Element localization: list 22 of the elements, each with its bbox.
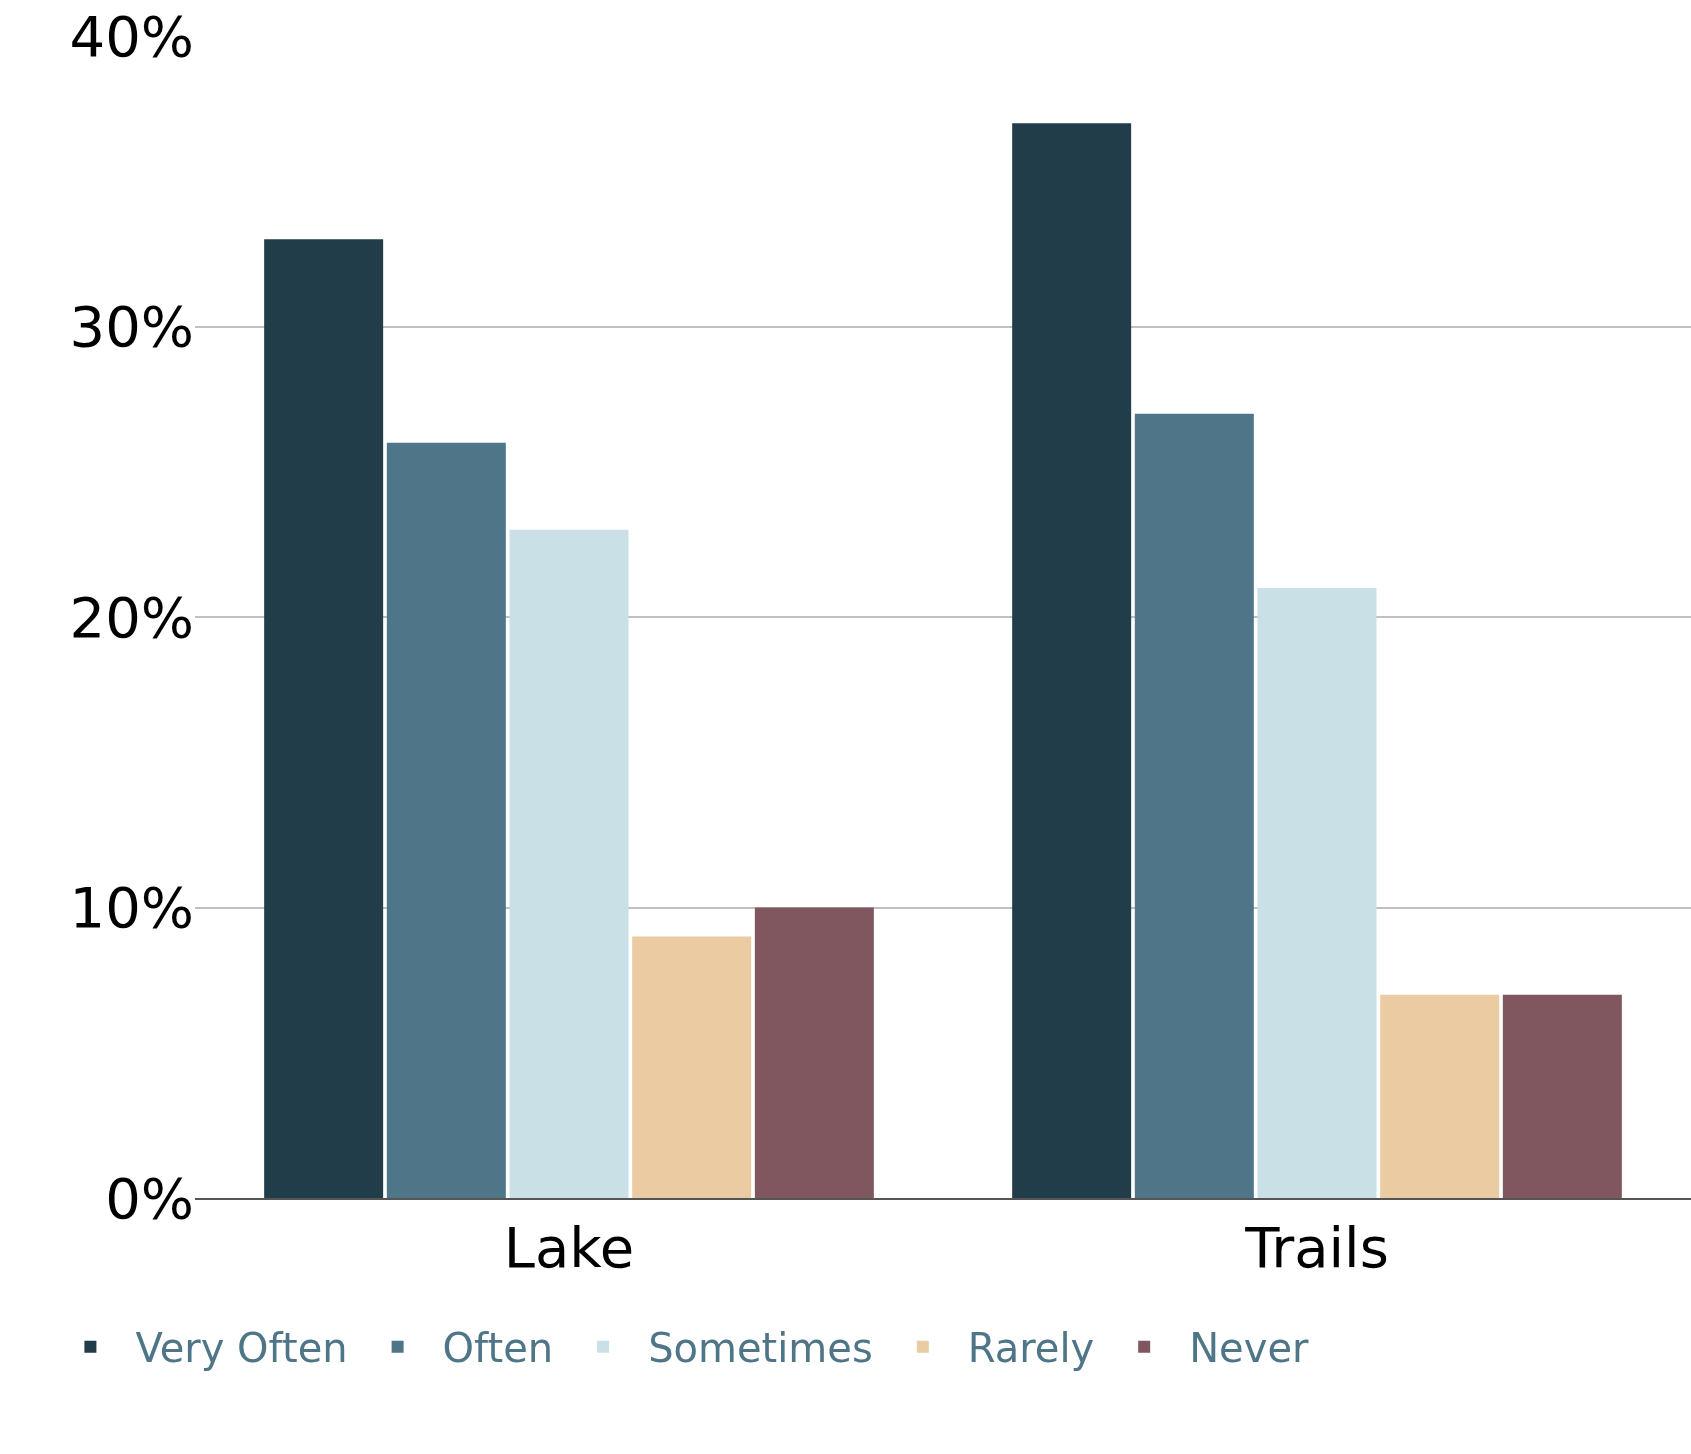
bar xyxy=(1012,123,1132,1198)
bar xyxy=(1502,994,1622,1198)
y-tick-label: 0% xyxy=(105,1165,194,1231)
bar xyxy=(386,442,506,1198)
y-tick-label: 30% xyxy=(69,294,194,360)
legend-label: Sometimes xyxy=(648,1325,873,1372)
bar xyxy=(1134,413,1254,1198)
bar xyxy=(1380,994,1500,1198)
legend-label: Very Often xyxy=(135,1325,348,1372)
legend-label: Rarely xyxy=(967,1325,1095,1372)
y-tick-label: 20% xyxy=(69,584,194,650)
bar xyxy=(1257,587,1377,1198)
y-tick-label: 40% xyxy=(69,3,194,69)
bar xyxy=(264,239,384,1198)
x-tick-label: Trails xyxy=(1244,1215,1389,1281)
legend-label: Never xyxy=(1189,1325,1309,1372)
x-tick-label: Lake xyxy=(503,1215,635,1281)
y-tick-label: 10% xyxy=(69,875,194,941)
bar xyxy=(632,936,752,1198)
legend-label: Often xyxy=(442,1325,554,1372)
bar xyxy=(754,907,874,1198)
bar xyxy=(509,529,629,1198)
